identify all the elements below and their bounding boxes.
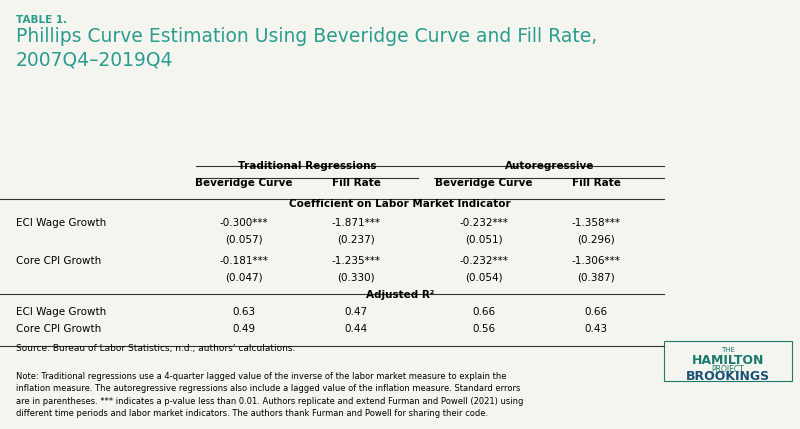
Text: (0.387): (0.387) bbox=[577, 272, 615, 282]
Text: Core CPI Growth: Core CPI Growth bbox=[16, 324, 102, 334]
Text: (0.057): (0.057) bbox=[225, 235, 263, 245]
Text: 0.63: 0.63 bbox=[233, 307, 255, 317]
Text: HAMILTON: HAMILTON bbox=[692, 354, 764, 367]
Text: (0.051): (0.051) bbox=[465, 235, 503, 245]
Text: 0.56: 0.56 bbox=[473, 324, 495, 334]
Text: -0.300***: -0.300*** bbox=[220, 218, 268, 228]
Text: Source: Bureau of Labor Statistics, n.d.; authors’ calculations.: Source: Bureau of Labor Statistics, n.d.… bbox=[16, 344, 295, 353]
Text: 0.44: 0.44 bbox=[345, 324, 367, 334]
Text: Adjusted R²: Adjusted R² bbox=[366, 290, 434, 300]
Text: Coefficient on Labor Market Indicator: Coefficient on Labor Market Indicator bbox=[289, 199, 511, 208]
Text: 0.49: 0.49 bbox=[233, 324, 255, 334]
Text: (0.296): (0.296) bbox=[577, 235, 615, 245]
Text: (0.330): (0.330) bbox=[337, 272, 375, 282]
Text: -0.232***: -0.232*** bbox=[459, 218, 509, 228]
Text: ECI Wage Growth: ECI Wage Growth bbox=[16, 218, 106, 228]
Text: -1.871***: -1.871*** bbox=[331, 218, 381, 228]
Text: -1.235***: -1.235*** bbox=[331, 257, 381, 266]
Text: -1.306***: -1.306*** bbox=[571, 257, 621, 266]
Text: Beveridge Curve: Beveridge Curve bbox=[435, 178, 533, 187]
Text: PROJECT: PROJECT bbox=[712, 366, 744, 375]
Text: -1.358***: -1.358*** bbox=[571, 218, 621, 228]
Text: Beveridge Curve: Beveridge Curve bbox=[195, 178, 293, 187]
Text: 0.66: 0.66 bbox=[585, 307, 607, 317]
Text: Fill Rate: Fill Rate bbox=[331, 178, 381, 187]
Text: (0.237): (0.237) bbox=[337, 235, 375, 245]
Text: (0.047): (0.047) bbox=[225, 272, 263, 282]
Text: Note: Traditional regressions use a 4-quarter lagged value of the inverse of the: Note: Traditional regressions use a 4-qu… bbox=[16, 372, 523, 418]
Text: (0.054): (0.054) bbox=[465, 272, 503, 282]
Text: THE: THE bbox=[721, 347, 735, 353]
Text: Phillips Curve Estimation Using Beveridge Curve and Fill Rate,
2007Q4–2019Q4: Phillips Curve Estimation Using Beveridg… bbox=[16, 27, 598, 70]
Text: BROOKINGS: BROOKINGS bbox=[686, 370, 770, 383]
Text: 0.43: 0.43 bbox=[585, 324, 607, 334]
Text: 0.47: 0.47 bbox=[345, 307, 367, 317]
Text: ECI Wage Growth: ECI Wage Growth bbox=[16, 307, 106, 317]
Text: Traditional Regressions: Traditional Regressions bbox=[238, 161, 377, 171]
Text: 0.66: 0.66 bbox=[473, 307, 495, 317]
Text: Autoregressive: Autoregressive bbox=[505, 161, 594, 171]
Text: -0.181***: -0.181*** bbox=[219, 257, 269, 266]
Text: Fill Rate: Fill Rate bbox=[571, 178, 621, 187]
Text: TABLE 1.: TABLE 1. bbox=[16, 15, 67, 25]
Text: Core CPI Growth: Core CPI Growth bbox=[16, 257, 102, 266]
Text: -0.232***: -0.232*** bbox=[459, 257, 509, 266]
